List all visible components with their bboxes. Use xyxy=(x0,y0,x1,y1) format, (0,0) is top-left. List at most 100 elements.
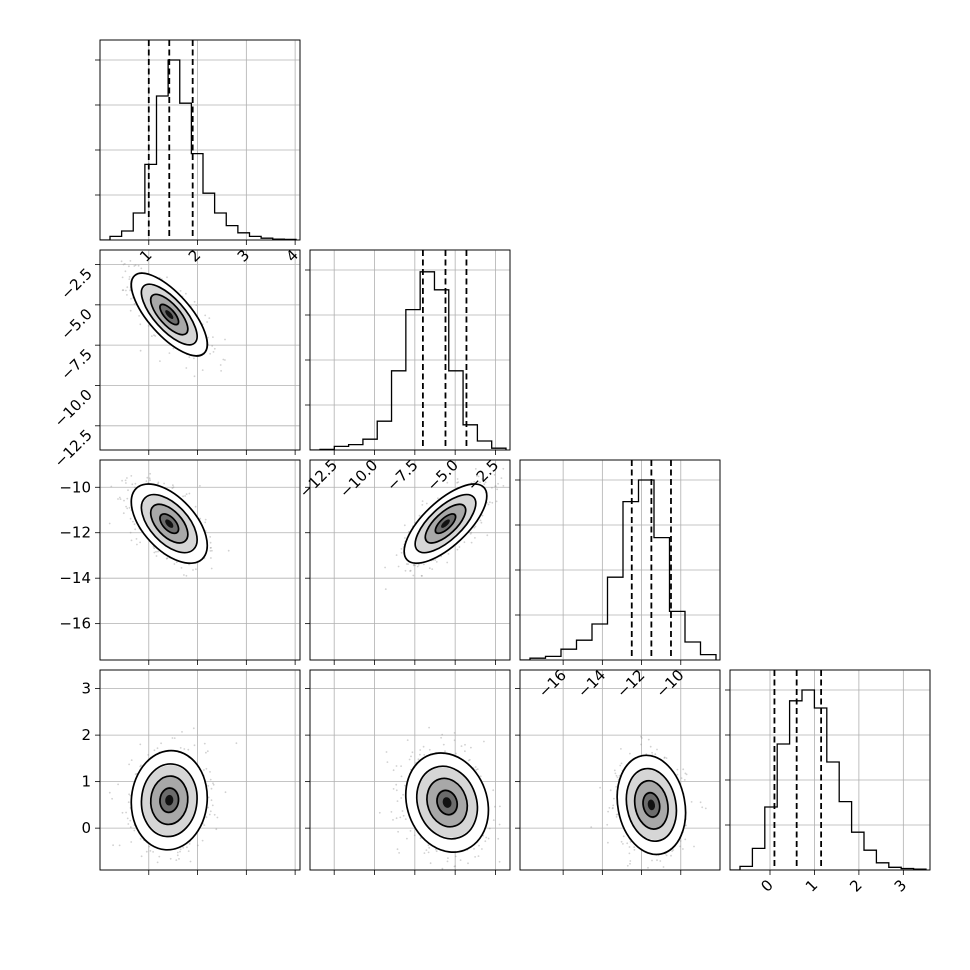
contour-line xyxy=(140,763,198,838)
scatter-point xyxy=(118,496,121,499)
scatter-point xyxy=(122,512,125,515)
scatter-point xyxy=(205,751,207,754)
panel-2-2 xyxy=(515,459,721,665)
scatter-point xyxy=(171,487,174,489)
scatter-point xyxy=(447,857,449,859)
scatter-point xyxy=(127,265,130,268)
scatter-point xyxy=(210,557,212,559)
scatter-point xyxy=(189,860,192,863)
scatter-point xyxy=(219,364,222,366)
scatter-point xyxy=(469,532,472,535)
contour-line xyxy=(149,293,189,336)
scatter-point xyxy=(134,773,137,776)
scatter-point xyxy=(127,801,130,804)
scatter-point xyxy=(195,568,197,571)
panel-3-2 xyxy=(515,669,721,875)
scatter-point xyxy=(615,774,618,777)
scatter-point xyxy=(417,563,420,566)
scatter-point xyxy=(651,859,653,862)
scatter-point xyxy=(404,818,407,820)
scatter-point xyxy=(400,765,402,767)
scatter-point xyxy=(421,504,424,506)
panel-background xyxy=(729,669,931,871)
scatter-point xyxy=(205,816,208,819)
scatter-point xyxy=(384,566,386,569)
scatter-point xyxy=(446,860,449,863)
scatter-point xyxy=(134,482,137,485)
scatter-point xyxy=(493,473,496,476)
scatter-point xyxy=(423,563,425,566)
scatter-point xyxy=(133,486,136,489)
scatter-point xyxy=(129,260,132,262)
hist-content xyxy=(100,40,300,240)
scatter-point xyxy=(478,844,480,847)
scatter-point xyxy=(153,551,156,554)
scatter-point xyxy=(609,789,612,792)
scatter-point xyxy=(175,859,178,861)
contour-line xyxy=(149,775,189,826)
scatter-point xyxy=(467,890,469,892)
scatter-point xyxy=(193,744,196,747)
x-tick-label: 3 xyxy=(891,876,910,895)
scatter-point xyxy=(419,837,422,840)
density-content xyxy=(310,460,510,660)
scatter-point xyxy=(117,783,119,786)
contour-line xyxy=(159,303,180,326)
y-tick-label: −5.0 xyxy=(57,305,95,343)
scatter-point xyxy=(607,841,609,844)
scatter-point xyxy=(464,750,466,753)
scatter-point xyxy=(428,567,431,570)
scatter-point xyxy=(179,747,182,749)
scatter-point xyxy=(149,479,152,482)
scatter-point xyxy=(441,733,444,736)
scatter-point xyxy=(139,323,142,326)
x-tick-label: 2 xyxy=(846,876,865,895)
scatter-point xyxy=(153,334,155,337)
scatter-point xyxy=(693,845,695,848)
density-content xyxy=(100,670,300,875)
scatter-point xyxy=(211,804,214,807)
scatter-point xyxy=(640,737,643,739)
scatter-point xyxy=(179,850,181,853)
scatter-point xyxy=(480,521,483,524)
scatter-point xyxy=(408,758,411,761)
scatter-point xyxy=(470,746,472,749)
scatter-point xyxy=(185,873,187,875)
scatter-point xyxy=(128,278,131,280)
scatter-point xyxy=(396,848,399,851)
scatter-point xyxy=(210,546,212,549)
scatter-point xyxy=(454,865,457,867)
scatter-point xyxy=(404,569,407,572)
scatter-point xyxy=(185,367,188,369)
scatter-point xyxy=(406,739,409,741)
scatter-point xyxy=(425,502,428,505)
scatter-point xyxy=(460,745,463,747)
scatter-point xyxy=(453,732,456,734)
scatter-point xyxy=(492,789,495,792)
scatter-point xyxy=(395,817,398,820)
contour-line xyxy=(149,503,189,544)
scatter-point xyxy=(453,739,456,742)
scatter-point xyxy=(386,761,389,763)
scatter-point xyxy=(227,549,230,552)
scatter-point xyxy=(132,520,134,523)
scatter-point xyxy=(163,482,166,485)
y-tick-label: −14 xyxy=(59,569,91,587)
scatter-point xyxy=(626,864,629,867)
scatter-point xyxy=(208,813,211,816)
contour-line xyxy=(424,503,467,544)
scatter-point xyxy=(172,484,174,487)
scatter-point xyxy=(129,531,132,534)
scatter-point xyxy=(640,743,642,746)
scatter-point xyxy=(137,264,140,267)
scatter-point xyxy=(207,785,210,787)
scatter-point xyxy=(209,810,212,813)
scatter-point xyxy=(112,844,114,847)
scatter-point xyxy=(182,495,185,498)
scatter-point xyxy=(480,889,482,891)
histogram-step xyxy=(310,271,507,450)
scatter-point xyxy=(384,588,387,590)
scatter-point xyxy=(121,289,124,292)
scatter-point xyxy=(647,866,649,869)
scatter-point xyxy=(629,860,632,862)
